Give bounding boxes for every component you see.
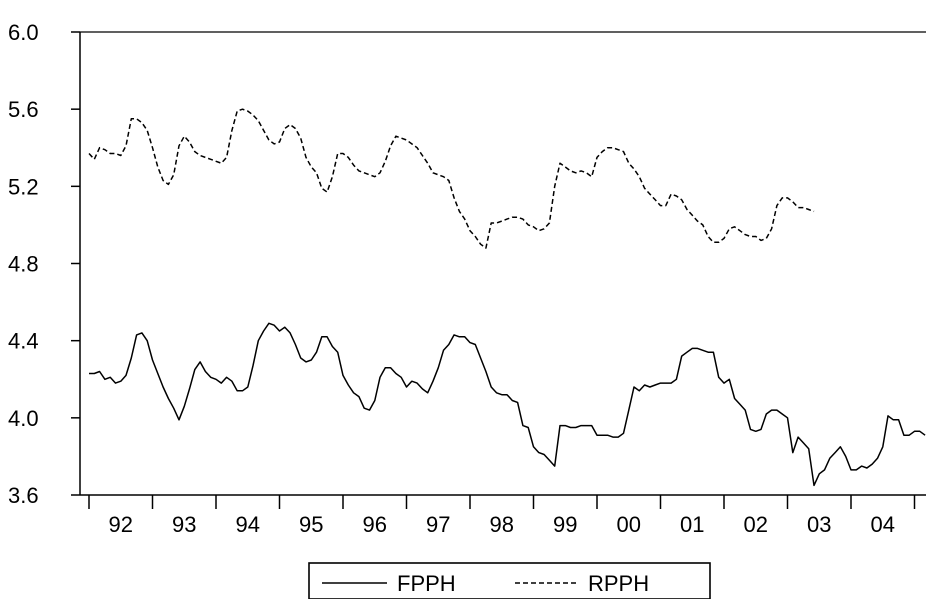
y-tick-label: 5.2: [8, 174, 39, 199]
x-tick-label: 95: [299, 512, 323, 537]
y-tick-label: 3.6: [8, 483, 39, 508]
y-axis: 6.0 5.6 5.2 4.8 4.4 4.0 3.6: [8, 20, 926, 508]
x-tick-label: 98: [490, 512, 514, 537]
series-line-fpph: [89, 322, 926, 487]
x-tick-label: 04: [871, 512, 895, 537]
legend-rpph-label: RPPH: [588, 571, 649, 596]
y-tick-label: 6.0: [8, 20, 39, 45]
x-tick-label: 03: [807, 512, 831, 537]
x-tick-label: 97: [426, 512, 450, 537]
series-layer: [88, 108, 926, 487]
x-tick-label: 96: [363, 512, 387, 537]
legend-fpph-label: FPPH: [397, 571, 456, 596]
y-tick-label: 4.8: [8, 252, 39, 277]
x-tick-label: 01: [680, 512, 704, 537]
x-axis: 92 93 94 95 96 97 98 99 00 01 02 03 04: [80, 494, 926, 537]
series-line-rpph: [88, 108, 815, 249]
x-tick-label: 94: [236, 512, 260, 537]
x-tick-label: 92: [109, 512, 133, 537]
y-tick-label: 4.4: [8, 329, 39, 354]
y-tick-label: 4.0: [8, 406, 39, 431]
legend-box: [308, 562, 711, 599]
x-tick-label: 99: [553, 512, 577, 537]
x-tick-label: 93: [172, 512, 196, 537]
legend: FPPH RPPH: [308, 562, 711, 599]
y-tick-label: 5.6: [8, 97, 39, 122]
x-tick-label: 00: [617, 512, 641, 537]
x-tick-label: 02: [744, 512, 768, 537]
